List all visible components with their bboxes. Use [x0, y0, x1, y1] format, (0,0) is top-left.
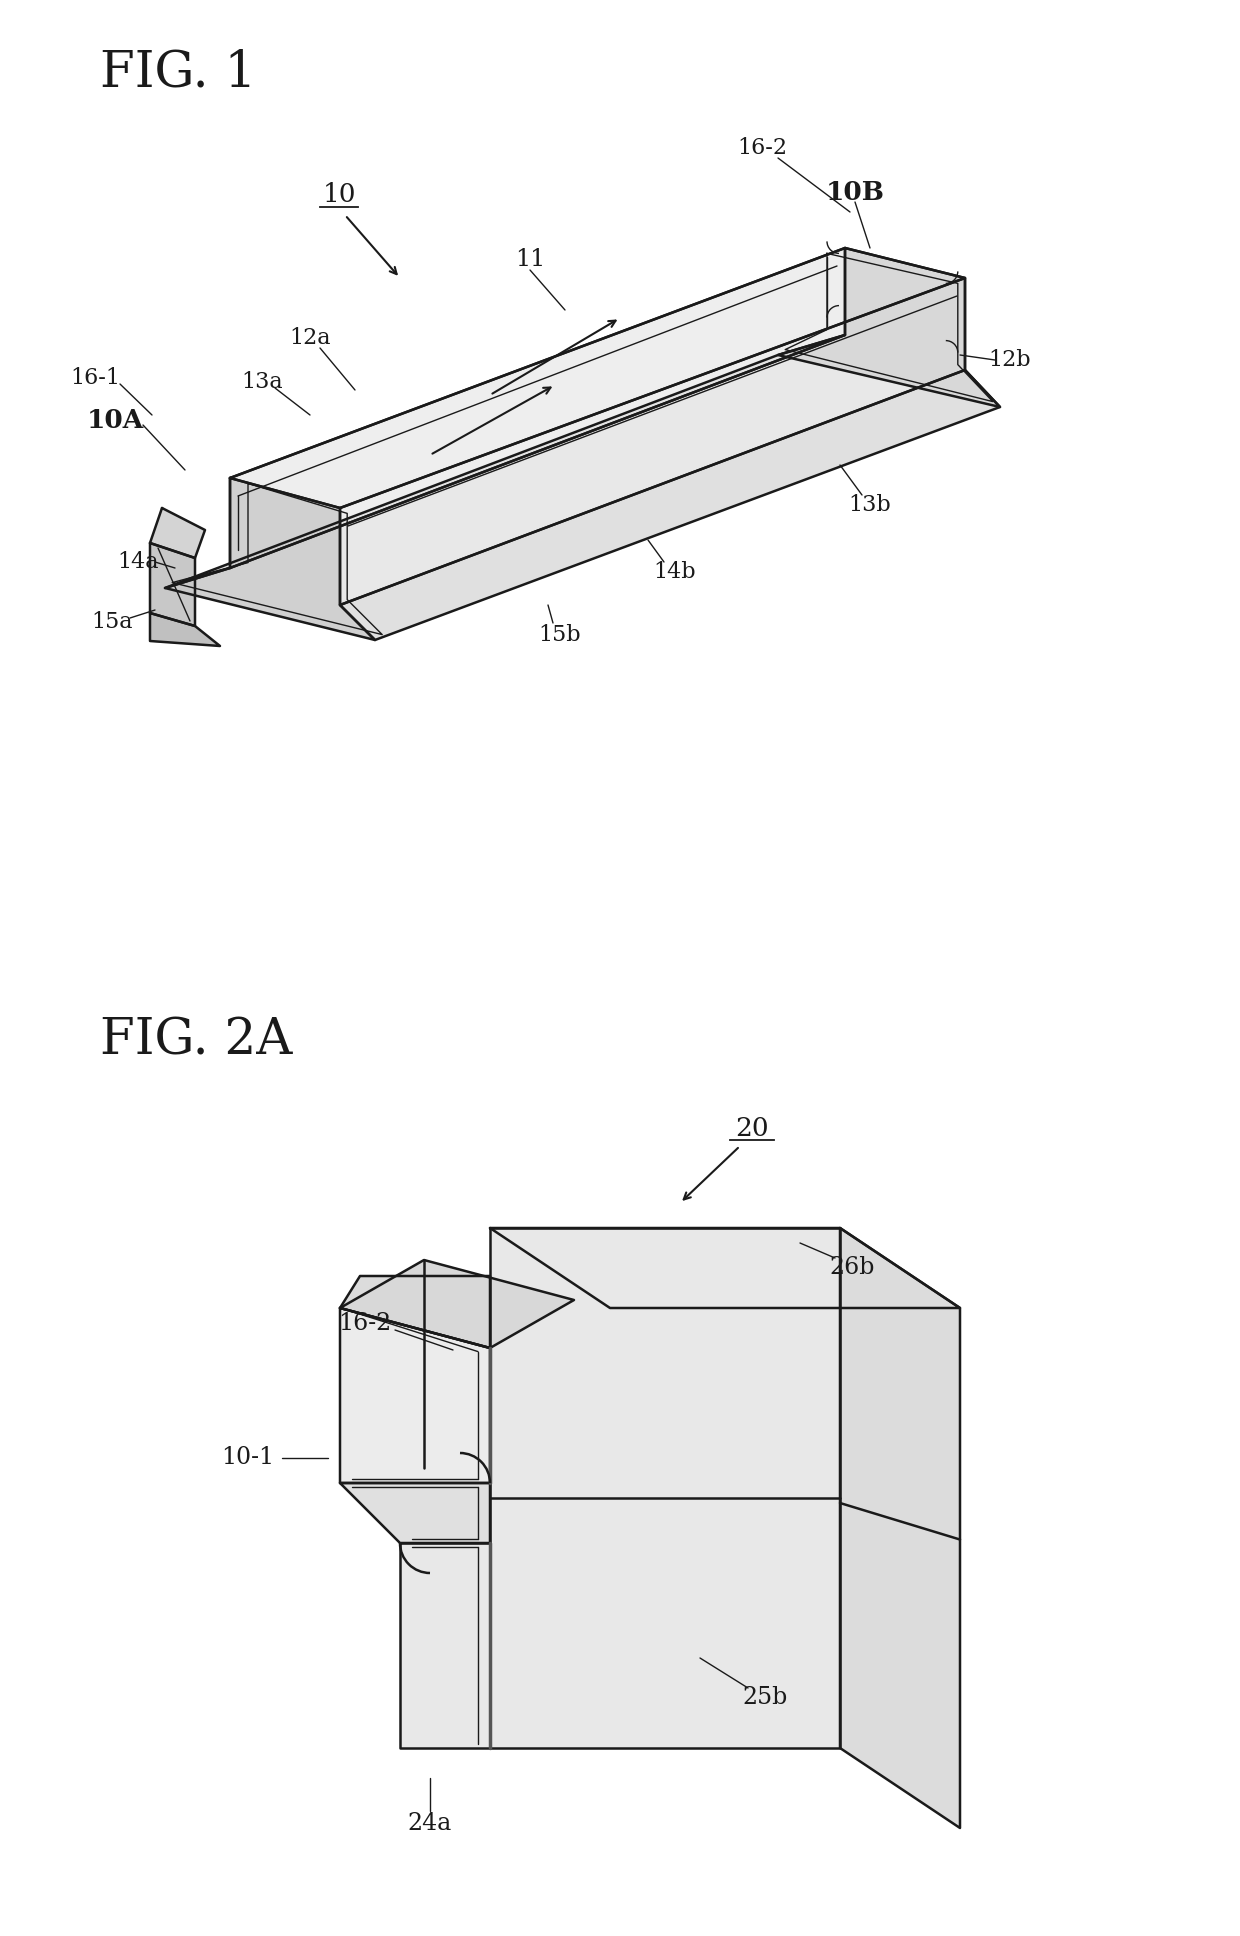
- Text: 14a: 14a: [118, 552, 159, 573]
- Polygon shape: [340, 370, 999, 641]
- Polygon shape: [165, 478, 374, 641]
- Text: 10A: 10A: [87, 407, 144, 432]
- Text: 16-2: 16-2: [339, 1311, 392, 1334]
- Text: 15a: 15a: [92, 612, 133, 633]
- Polygon shape: [839, 1227, 960, 1828]
- Text: 20: 20: [735, 1115, 769, 1140]
- Polygon shape: [401, 1543, 490, 1748]
- Text: 15b: 15b: [538, 623, 582, 647]
- Text: 26b: 26b: [830, 1256, 874, 1280]
- Polygon shape: [340, 1276, 490, 1347]
- Polygon shape: [150, 614, 219, 647]
- Text: 16-2: 16-2: [737, 137, 787, 159]
- Text: 10: 10: [324, 182, 357, 207]
- Polygon shape: [490, 1227, 960, 1309]
- Text: 14b: 14b: [653, 561, 697, 583]
- Text: 10-1: 10-1: [222, 1446, 274, 1469]
- Text: 10B: 10B: [826, 180, 884, 205]
- Polygon shape: [150, 542, 195, 625]
- Polygon shape: [490, 1227, 839, 1748]
- Polygon shape: [340, 1260, 574, 1347]
- Text: 24a: 24a: [408, 1812, 453, 1835]
- Text: 16-1: 16-1: [69, 368, 120, 389]
- Polygon shape: [229, 248, 844, 567]
- Polygon shape: [340, 279, 965, 604]
- Text: 25b: 25b: [743, 1686, 787, 1709]
- Polygon shape: [340, 1309, 490, 1483]
- Polygon shape: [150, 507, 205, 558]
- Text: 12a: 12a: [289, 327, 331, 348]
- Text: FIG. 1: FIG. 1: [100, 48, 257, 97]
- Text: 11: 11: [515, 248, 546, 271]
- Text: 13b: 13b: [848, 494, 892, 517]
- Polygon shape: [777, 248, 999, 407]
- Polygon shape: [165, 335, 844, 589]
- Text: 12b: 12b: [988, 348, 1032, 372]
- Polygon shape: [229, 248, 965, 507]
- Text: 13a: 13a: [242, 372, 283, 393]
- Polygon shape: [340, 1483, 490, 1543]
- Text: FIG. 2A: FIG. 2A: [100, 1016, 293, 1065]
